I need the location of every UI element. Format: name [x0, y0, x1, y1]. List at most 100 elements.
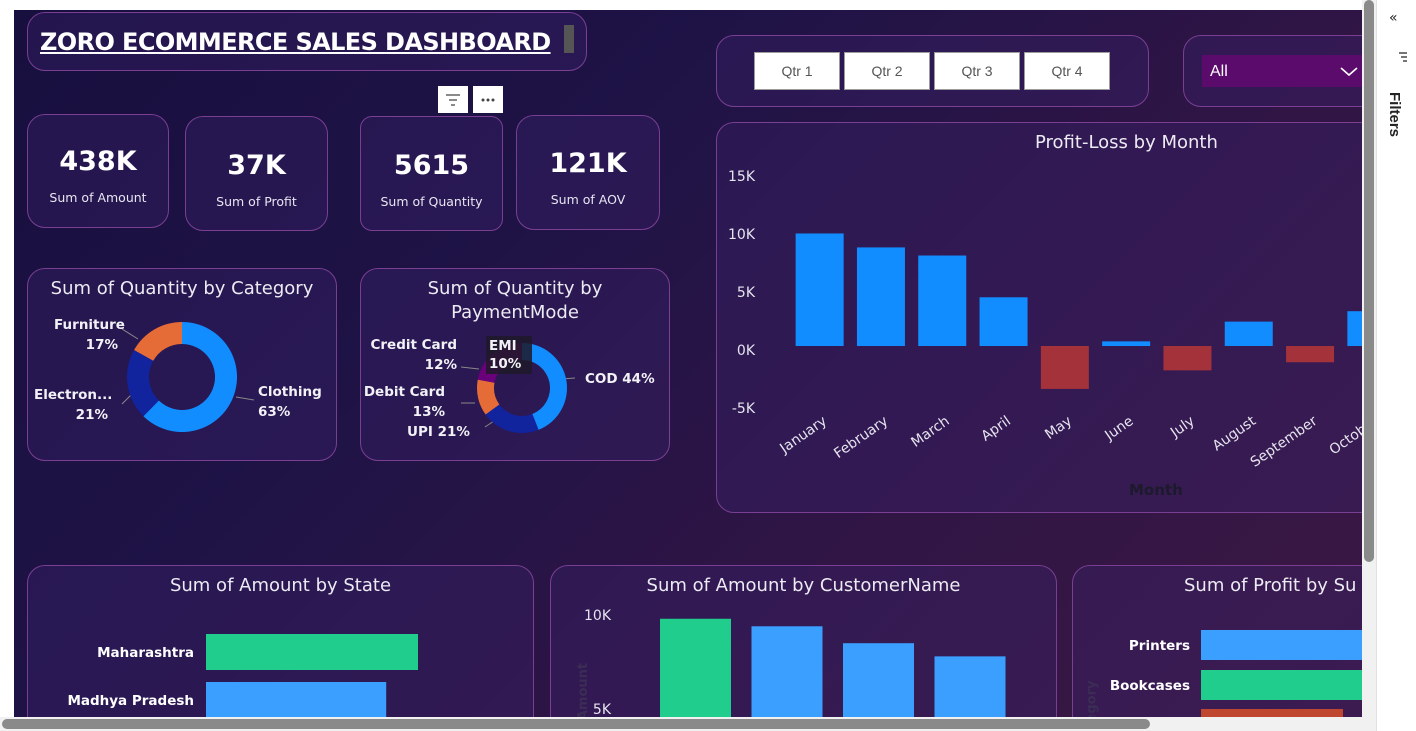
more-options-button[interactable] [473, 86, 503, 113]
y-tick-label: Printers [1129, 638, 1190, 654]
x-tick-label: August [1210, 413, 1260, 455]
label-value: 17% [85, 337, 118, 353]
bar[interactable] [1040, 346, 1089, 389]
kpi-value: 438K [59, 146, 137, 177]
leader-lines [460, 366, 576, 428]
kpi-label: Sum of Amount [49, 190, 147, 205]
subcategory-bar-chart: Printers Bookcases [1110, 630, 1362, 717]
chart-title: Sum of Profit by Su [1184, 575, 1357, 596]
report-canvas: ZORO ECOMMERCE SALES DASHBOARD 438K Sum … [14, 10, 1362, 717]
kpi-value: 37K [227, 150, 286, 181]
chart-title: Profit-Loss by Month [1035, 132, 1218, 153]
label-value: 21% [75, 407, 108, 423]
y-tick-label: 5K [593, 702, 612, 717]
kpi-card-profit[interactable]: 37K Sum of Profit [185, 116, 328, 231]
qtr-3-button[interactable]: Qtr 3 [934, 52, 1020, 90]
subcategory-chart-card[interactable]: Sum of Profit by Su egory Printers Bookca… [1072, 565, 1362, 717]
payment-label-debit-card: Debit Card 13% [363, 384, 445, 420]
category-chart-card[interactable]: Sum of Quantity by Category Furniture 17… [27, 268, 337, 461]
y-tick-label: 10K [728, 227, 756, 243]
profit-loss-chart-card[interactable]: Profit-Loss by Month 15K 10K 5K 0K -5K Januar… [716, 122, 1362, 513]
bar[interactable] [1347, 311, 1362, 346]
more-options-icon [481, 98, 495, 101]
bar[interactable] [843, 643, 914, 717]
label-value: 13% [412, 404, 445, 420]
filter-icon [446, 93, 460, 106]
chart-title: Sum of Amount by CustomerName [646, 575, 961, 596]
payment-label-emi: EMI 10% [486, 336, 532, 374]
payment-chart-card[interactable]: Sum of Quantity by PaymentMode Credit Ca… [360, 268, 670, 461]
bar[interactable] [206, 682, 387, 717]
label-name: Electron... [34, 387, 113, 403]
bar[interactable] [660, 618, 731, 717]
chart-title: Sum of Quantity by Category [50, 278, 314, 299]
chart-title: Sum of Amount by State [169, 575, 392, 596]
double-chevron-left-icon[interactable]: « [1389, 10, 1398, 26]
kpi-value: 121K [549, 148, 627, 179]
x-tick-label: October [1327, 413, 1362, 458]
donut-slice[interactable] [127, 349, 159, 417]
category-donut-chart [121, 322, 255, 432]
y-tick-label: 10K [584, 608, 612, 624]
label-name: Credit Card [370, 337, 457, 353]
payment-label-credit-card: Credit Card 12% [363, 337, 457, 373]
bar[interactable] [751, 626, 823, 717]
bar[interactable] [1201, 670, 1362, 700]
bar[interactable] [979, 297, 1028, 346]
y-tick-label: 5K [737, 285, 756, 301]
filter-icon-button[interactable] [438, 86, 468, 113]
label-name: EMI [489, 338, 517, 354]
bar[interactable] [795, 233, 844, 346]
x-tick-label: June [1101, 413, 1136, 444]
kpi-card-amount[interactable]: 438K Sum of Amount [27, 114, 169, 228]
bar[interactable] [856, 247, 905, 346]
bar[interactable] [1286, 346, 1335, 363]
y-tick-label: Maharashtra [97, 645, 194, 661]
x-tick-label: July [1167, 413, 1198, 441]
bar[interactable] [1201, 709, 1343, 717]
customer-chart-card[interactable]: Sum of Amount by CustomerName Amount 10K… [550, 565, 1057, 717]
qtr-2-button[interactable]: Qtr 2 [844, 52, 930, 90]
category-label-furniture: Furniture 17% [54, 317, 125, 353]
bar[interactable] [918, 255, 967, 346]
donut-slice[interactable] [134, 322, 182, 361]
bar[interactable] [934, 656, 1006, 717]
bar[interactable] [1224, 321, 1273, 346]
category-label-electronics: Electron... 21% [34, 387, 113, 423]
dropdown-select[interactable]: All [1202, 55, 1362, 87]
label-name: Clothing [258, 384, 322, 400]
kpi-card-quantity[interactable]: 5615 Sum of Quantity [360, 116, 503, 231]
horizontal-scrollbar-thumb[interactable] [2, 719, 1150, 729]
filters-label[interactable]: Filters [1386, 92, 1403, 138]
bar[interactable] [206, 634, 418, 670]
label-value: 10% [489, 356, 522, 372]
y-tick-label: Madhya Pradesh [67, 693, 194, 709]
donut-slice[interactable] [485, 404, 539, 433]
bar[interactable] [1163, 346, 1212, 371]
dashboard-title: ZORO ECOMMERCE SALES DASHBOARD [40, 28, 551, 56]
donut-slice[interactable] [477, 379, 500, 415]
bar[interactable] [1102, 341, 1151, 346]
state-chart-card[interactable]: Sum of Amount by State Maharashtra Madhya… [27, 565, 534, 717]
y-tick-label: 0K [737, 343, 756, 359]
filters-pane: « Filters [1376, 0, 1416, 731]
qtr-4-button[interactable]: Qtr 4 [1024, 52, 1110, 90]
category-label-clothing: Clothing 63% [258, 384, 322, 420]
y-tick-label: 15K [728, 169, 756, 185]
x-tick-label: February [831, 413, 891, 462]
qtr-1-button[interactable]: Qtr 1 [754, 52, 840, 90]
bar[interactable] [1201, 630, 1362, 660]
filter-lines-icon [1399, 52, 1407, 62]
horizontal-scrollbar-track [0, 717, 1376, 731]
x-tick-label: May [1042, 413, 1075, 443]
label-name: Furniture [54, 317, 125, 333]
dropdown-slicer-card: All [1183, 35, 1362, 107]
donut-slice[interactable] [143, 322, 238, 432]
vertical-scrollbar-thumb[interactable] [1364, 0, 1374, 562]
donut-slice[interactable] [522, 343, 567, 430]
title-scroll-handle[interactable] [564, 25, 574, 53]
kpi-card-aov[interactable]: 121K Sum of AOV [516, 115, 660, 230]
profit-loss-bar-chart: 15K 10K 5K 0K -5K January February March April Ma… [728, 169, 1362, 471]
y-tick-label: Bookcases [1110, 678, 1190, 694]
y-tick-label: -5K [732, 401, 756, 417]
